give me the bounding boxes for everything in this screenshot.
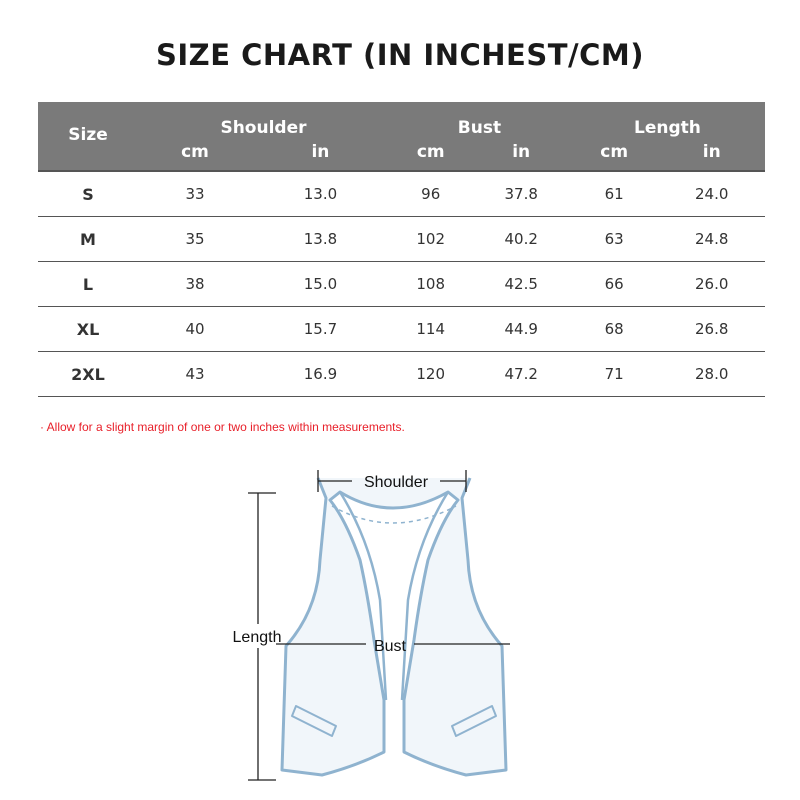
unit-header: cm <box>138 140 252 171</box>
vest-right-pocket <box>451 705 497 737</box>
length-label: Length <box>233 629 282 646</box>
shoulder-header: Shoulder <box>138 102 389 140</box>
size-cell: 2XL <box>38 351 138 397</box>
shoulder-dimension <box>317 470 467 492</box>
shoulder-in-cell: 15.0 <box>251 261 389 307</box>
vest-left-front-edge <box>338 491 388 701</box>
unit-header: in <box>251 140 389 171</box>
size-cell: XL <box>38 306 138 352</box>
unit-header: cm <box>569 140 659 171</box>
size-cell: S <box>38 170 138 217</box>
bust-label: Bust <box>374 638 407 655</box>
bust-in-cell: 44.9 <box>472 306 570 352</box>
table-row: 2XL 43 16.9 120 47.2 71 28.0 <box>38 351 765 397</box>
shoulder-cm-cell: 33 <box>138 170 252 217</box>
length-in-cell: 24.0 <box>658 170 765 217</box>
shoulder-cm-cell: 43 <box>138 351 252 397</box>
bust-cm-cell: 108 <box>388 261 473 307</box>
bust-cm-cell: 96 <box>388 170 473 217</box>
shoulder-in-cell: 13.8 <box>251 216 389 262</box>
length-cm-cell: 61 <box>569 170 659 217</box>
length-header: Length <box>569 102 765 140</box>
vest-illustration <box>280 477 508 777</box>
length-cm-cell: 68 <box>569 306 659 352</box>
length-in-cell: 28.0 <box>658 351 765 397</box>
unit-header: in <box>658 140 765 171</box>
table-row: L 38 15.0 108 42.5 66 26.0 <box>38 261 765 307</box>
shoulder-in-cell: 15.7 <box>251 306 389 352</box>
length-cm-cell: 66 <box>569 261 659 307</box>
vest-right-front-edge <box>400 491 450 701</box>
bust-in-cell: 42.5 <box>472 261 570 307</box>
length-dimension <box>248 492 276 781</box>
shoulder-cm-cell: 40 <box>138 306 252 352</box>
shoulder-in-cell: 16.9 <box>251 351 389 397</box>
page-title: SIZE CHART (IN INCHEST/CM) <box>155 38 644 72</box>
size-cell: M <box>38 216 138 262</box>
shoulder-cm-cell: 38 <box>138 261 252 307</box>
size-chart-table: Size Shoulder Bust Length cm in cm in cm… <box>38 102 765 397</box>
measurement-note: · Allow for a slight margin of one or tw… <box>40 420 405 434</box>
table-row: S 33 13.0 96 37.8 61 24.0 <box>38 170 765 217</box>
bust-cm-cell: 120 <box>388 351 473 397</box>
shoulder-label: Shoulder <box>364 474 429 491</box>
vest-outline <box>280 477 508 777</box>
unit-header: cm <box>388 140 473 171</box>
length-in-cell: 26.0 <box>658 261 765 307</box>
length-cm-cell: 71 <box>569 351 659 397</box>
bust-header: Bust <box>388 102 570 140</box>
table-unit-row: cm in cm in cm in <box>38 140 765 171</box>
unit-header: in <box>472 140 570 171</box>
table-row: XL 40 15.7 114 44.9 68 26.8 <box>38 306 765 352</box>
bust-cm-cell: 114 <box>388 306 473 352</box>
table-row: M 35 13.8 102 40.2 63 24.8 <box>38 216 765 262</box>
length-in-cell: 26.8 <box>658 306 765 352</box>
size-cell: L <box>38 261 138 307</box>
length-cm-cell: 63 <box>569 216 659 262</box>
size-column-header: Size <box>38 102 138 171</box>
shoulder-in-cell: 13.0 <box>251 170 389 217</box>
vest-neck-stitch <box>331 505 457 524</box>
bust-in-cell: 40.2 <box>472 216 570 262</box>
bust-in-cell: 47.2 <box>472 351 570 397</box>
shoulder-cm-cell: 35 <box>138 216 252 262</box>
table-header-row: Size Shoulder Bust Length <box>38 102 765 171</box>
length-in-cell: 24.8 <box>658 216 765 262</box>
vest-left-pocket <box>291 705 337 737</box>
bust-in-cell: 37.8 <box>472 170 570 217</box>
bust-cm-cell: 102 <box>388 216 473 262</box>
